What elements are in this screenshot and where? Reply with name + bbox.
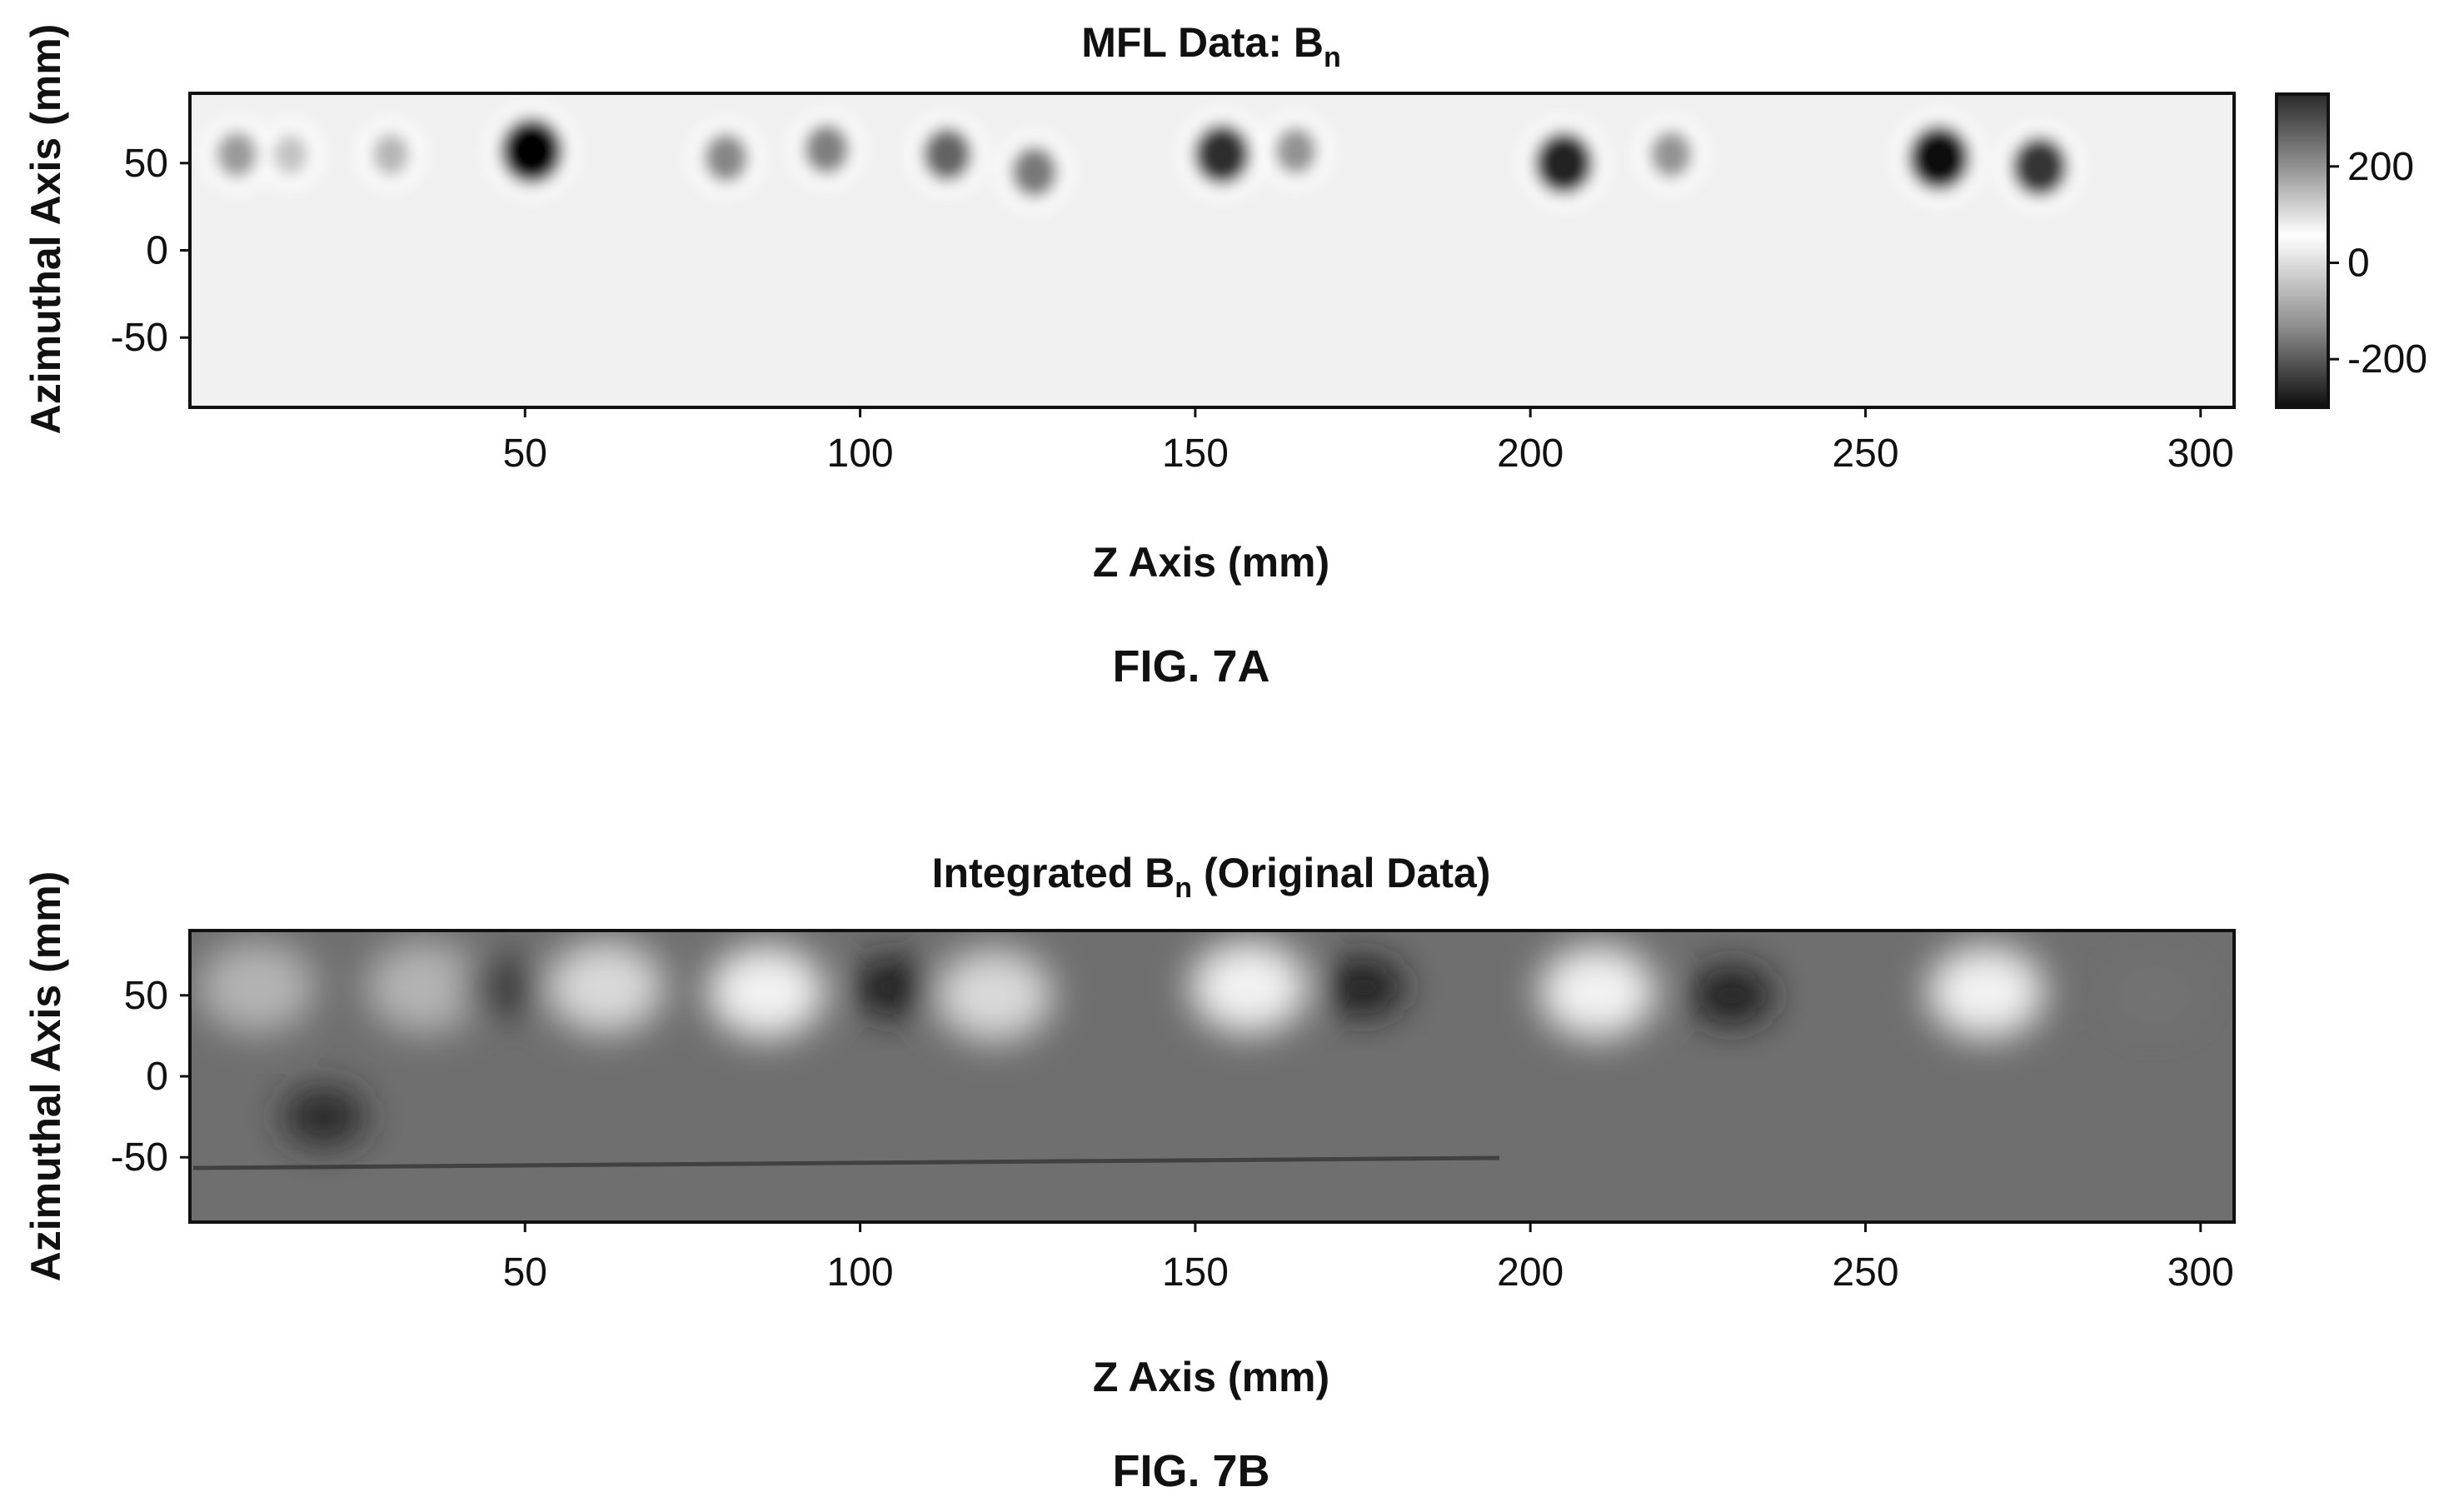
chart-7a-feature bbox=[272, 133, 309, 176]
chart-7b-y-tick-label: 50 bbox=[124, 974, 168, 1018]
chart-7b-feature bbox=[282, 1087, 366, 1146]
chart-7a-feature bbox=[216, 130, 258, 178]
chart-7b-y-tick-label: -50 bbox=[111, 1135, 168, 1180]
chart-7a-feature bbox=[1010, 146, 1058, 198]
chart-7a-colorbar-tick-label: 200 bbox=[2347, 145, 2414, 189]
chart-7a-features bbox=[202, 106, 2082, 210]
chart-7a-x-tick-label: 300 bbox=[2167, 432, 2234, 476]
chart-7b-feature bbox=[935, 949, 1053, 1041]
chart-7b-y-tick-label: 0 bbox=[146, 1055, 168, 1099]
chart-7a-colorbar bbox=[2275, 92, 2330, 409]
chart-7b-feature bbox=[463, 958, 547, 1017]
fig-7b-label: FIG. 7B bbox=[1112, 1446, 1269, 1496]
chart-7b-y-ticks: 50 0 -50 bbox=[111, 974, 190, 1180]
chart-7a-feature bbox=[1649, 130, 1693, 179]
chart-7b-feature bbox=[1689, 966, 1773, 1025]
chart-7b-feature bbox=[1190, 941, 1308, 1034]
chart-7a-feature bbox=[703, 132, 749, 183]
chart-7a-title: MFL Data: Bn bbox=[1081, 19, 1341, 73]
chart-7b-x-tick-label: 250 bbox=[1832, 1250, 1898, 1295]
chart-7a-feature bbox=[1534, 131, 1594, 195]
chart-7a-feature bbox=[500, 117, 564, 185]
fig-7a-label: FIG. 7A bbox=[1112, 641, 1269, 691]
chart-7b-feature bbox=[1321, 958, 1405, 1017]
chart-7a-y-tick-label: 50 bbox=[124, 142, 168, 186]
chart-7a-feature bbox=[2011, 136, 2068, 197]
chart-7a-x-tick-label: 50 bbox=[503, 432, 547, 476]
chart-7a-y-axis-title: Azimuthal Axis (mm) bbox=[22, 24, 69, 435]
chart-7a-colorbar-tick-label: 0 bbox=[2347, 241, 2370, 285]
chart-7a-x-tick-label: 200 bbox=[1497, 432, 1564, 476]
chart-7b-feature bbox=[2112, 966, 2196, 1025]
chart-7a-feature bbox=[803, 123, 850, 175]
chart-7b-feature bbox=[1928, 946, 2045, 1038]
chart-7a-x-tick-label: 250 bbox=[1832, 432, 1898, 476]
chart-7a-feature bbox=[1274, 127, 1318, 175]
chart-7b-feature bbox=[1539, 946, 1656, 1038]
chart-7a-x-tick-label: 100 bbox=[827, 432, 894, 476]
chart-7a-y-tick-label: -50 bbox=[111, 316, 168, 360]
chart-7b-y-axis-title: Azimuthal Axis (mm) bbox=[22, 871, 69, 1282]
chart-7b-feature bbox=[366, 941, 483, 1034]
chart-7b-x-tick-label: 300 bbox=[2167, 1250, 2234, 1295]
chart-7a-y-ticks: 50 0 -50 bbox=[111, 142, 190, 360]
chart-7a-x-axis-title: Z Axis (mm) bbox=[1093, 539, 1329, 586]
chart-7b-x-ticks: 50 100 150 200 250 300 bbox=[503, 1222, 2234, 1295]
chart-7b-feature bbox=[851, 958, 935, 1017]
chart-7b-title: Integrated Bn (Original Data) bbox=[932, 850, 1491, 904]
chart-7a-x-ticks: 50 100 150 200 250 300 bbox=[503, 407, 2234, 476]
chart-7b: Integrated Bn (Original Data) 50 100 150 20… bbox=[22, 850, 2236, 1496]
chart-7a-feature bbox=[922, 127, 972, 182]
chart-7b-x-axis-title: Z Axis (mm) bbox=[1093, 1354, 1329, 1400]
chart-7b-features bbox=[198, 941, 2196, 1146]
chart-7a-colorbar-tick-label: -200 bbox=[2347, 337, 2427, 382]
chart-7b-streak bbox=[192, 1155, 1500, 1170]
chart-7b-feature bbox=[546, 941, 664, 1034]
chart-7a-feature bbox=[1908, 125, 1971, 191]
chart-7b-x-tick-label: 50 bbox=[503, 1250, 547, 1295]
chart-7b-feature bbox=[198, 941, 316, 1034]
chart-7b-feature bbox=[707, 946, 825, 1038]
chart-7a-x-tick-label: 150 bbox=[1162, 432, 1229, 476]
chart-7a-feature bbox=[1193, 123, 1251, 186]
chart-7b-x-tick-label: 150 bbox=[1162, 1250, 1229, 1295]
chart-7a-colorbar-ticks: 200 0 -200 bbox=[2328, 145, 2427, 382]
chart-7a-feature bbox=[372, 132, 411, 177]
chart-7a-y-tick-label: 0 bbox=[146, 229, 168, 273]
chart-7b-x-tick-label: 100 bbox=[827, 1250, 894, 1295]
chart-7a: MFL Data: Bn 50 100 150 200 250 300 50 0 -50 Z … bbox=[22, 19, 2427, 691]
chart-7b-x-tick-label: 200 bbox=[1497, 1250, 1564, 1295]
